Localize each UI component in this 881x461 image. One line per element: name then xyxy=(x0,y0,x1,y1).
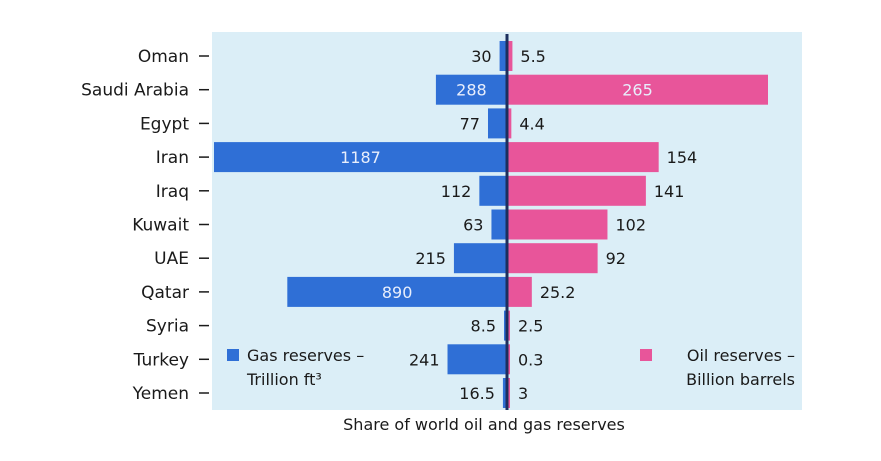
chart-caption: Share of world oil and gas reserves xyxy=(343,415,625,434)
oil-bar-qatar xyxy=(507,276,532,307)
oil-bar-oman xyxy=(507,41,513,71)
row-yemen: Yemen 16.5 3 xyxy=(132,378,528,408)
row-egypt: Egypt 77 4.4 xyxy=(140,108,545,139)
oil-value-uae: 92 xyxy=(606,249,626,268)
gas-bar-egypt xyxy=(487,108,507,139)
country-label-uae: UAE xyxy=(154,249,189,269)
gas-bar-saudi-arabia xyxy=(435,74,507,105)
oil-bar-uae xyxy=(507,243,598,274)
country-label-oman: Oman xyxy=(138,47,189,67)
gas-value-iran: 1187 xyxy=(340,148,381,167)
gas-value-kuwait: 63 xyxy=(463,216,483,235)
country-label-turkey: Turkey xyxy=(133,350,189,370)
row-iran: Iran 1187 154 xyxy=(156,142,698,173)
gas-value-qatar: 890 xyxy=(382,283,413,302)
oil-legend-label: Billion barrels xyxy=(686,370,795,389)
gas-value-iraq: 112 xyxy=(441,182,472,201)
oil-bar-kuwait xyxy=(507,209,608,240)
oil-bar-saudi-arabia xyxy=(507,74,768,105)
country-label-kuwait: Kuwait xyxy=(132,216,189,236)
gas-bar-kuwait xyxy=(491,209,507,240)
oil-value-yemen: 3 xyxy=(518,384,528,403)
gas-value-egypt: 77 xyxy=(460,114,480,133)
oil-value-egypt: 4.4 xyxy=(519,114,544,133)
country-label-yemen: Yemen xyxy=(132,384,189,404)
gas-value-uae: 215 xyxy=(415,249,446,268)
oil-value-iran: 154 xyxy=(667,148,698,167)
gas-bar-iran xyxy=(214,142,507,173)
gas-bar-oman xyxy=(499,41,507,71)
row-kuwait: Kuwait 63 102 xyxy=(132,209,646,240)
row-uae: UAE 215 92 xyxy=(154,243,626,274)
oil-value-kuwait: 102 xyxy=(615,216,646,235)
country-label-iran: Iran xyxy=(156,148,189,168)
oil-value-qatar: 25.2 xyxy=(540,283,576,302)
gas-legend-label: Gas reserves – xyxy=(247,346,364,365)
gas-value-turkey: 241 xyxy=(409,350,440,369)
oil-value-oman: 5.5 xyxy=(520,47,545,66)
row-turkey: Turkey 241 0.3 xyxy=(133,344,543,375)
oil-value-syria: 2.5 xyxy=(518,317,543,336)
oil-value-iraq: 141 xyxy=(654,182,685,201)
oil-legend-swatch xyxy=(640,349,652,361)
gas-bar-iraq xyxy=(479,175,507,206)
gas-bar-turkey xyxy=(447,344,507,375)
oil-bar-egypt xyxy=(507,108,512,139)
gas-legend-swatch xyxy=(227,349,239,361)
gas-legend-label: Trillion ft³ xyxy=(246,370,322,389)
gas-bar-uae xyxy=(453,243,507,274)
row-saudi-arabia: Saudi Arabia 288 265 xyxy=(81,74,768,105)
country-label-saudi-arabia: Saudi Arabia xyxy=(81,81,189,101)
gas-value-saudi-arabia: 288 xyxy=(456,81,487,100)
gas-value-oman: 30 xyxy=(471,47,491,66)
gas-bar-qatar xyxy=(287,276,507,307)
row-oman: Oman 30 5.5 xyxy=(138,41,546,71)
gas-bar-yemen xyxy=(502,378,507,408)
country-label-egypt: Egypt xyxy=(140,114,189,134)
oil-legend-label: Oil reserves – xyxy=(687,346,795,365)
oil-bar-iraq xyxy=(507,175,646,206)
country-label-qatar: Qatar xyxy=(141,283,189,303)
country-label-iraq: Iraq xyxy=(156,182,189,202)
oil-value-saudi-arabia: 265 xyxy=(622,81,653,100)
oil-value-turkey: 0.3 xyxy=(518,350,543,369)
row-qatar: Qatar 890 25.2 xyxy=(141,276,576,307)
oil-bar-iran xyxy=(507,142,659,173)
gas-value-yemen: 16.5 xyxy=(459,384,495,403)
row-iraq: Iraq 112 141 xyxy=(156,175,685,206)
country-label-syria: Syria xyxy=(146,317,189,337)
gas-value-syria: 8.5 xyxy=(471,317,496,336)
